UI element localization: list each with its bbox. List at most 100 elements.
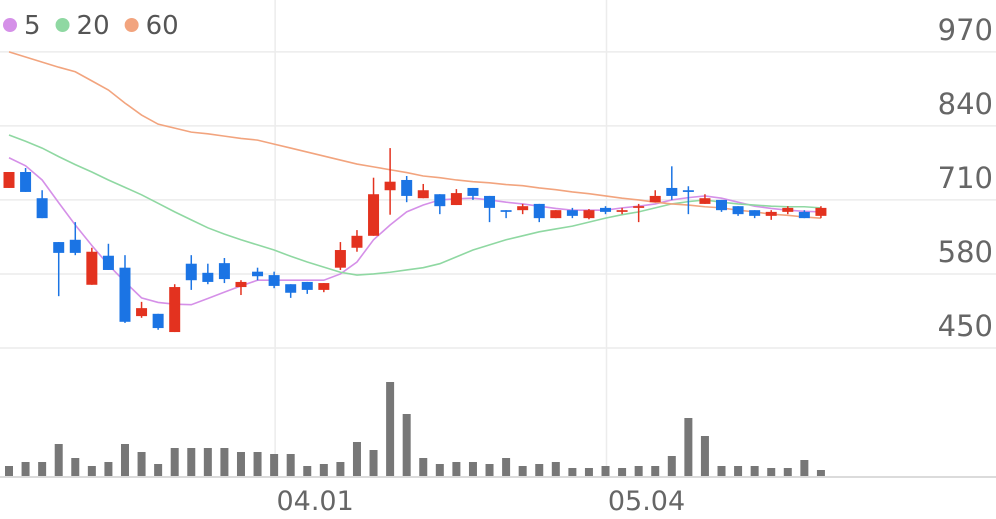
candle-body	[185, 263, 197, 281]
volume-bar	[87, 466, 96, 476]
candle-body	[782, 207, 794, 212]
legend-label: 5	[24, 11, 41, 41]
volume-bar	[369, 450, 378, 476]
volume-bar	[816, 470, 825, 476]
volume-bar	[187, 448, 196, 476]
volume-bar	[651, 466, 660, 476]
volume-bar	[535, 464, 544, 476]
candle-body	[152, 313, 164, 329]
candle-body	[765, 211, 777, 216]
candle-body	[102, 255, 114, 270]
candle-body	[417, 190, 429, 199]
y-tick-label: 840	[938, 87, 993, 121]
volume-bar	[468, 462, 477, 476]
volume-bar	[717, 466, 726, 476]
volume-bar	[435, 464, 444, 476]
volume-bar	[253, 452, 262, 476]
candle-body	[633, 206, 645, 208]
candle-body	[682, 190, 694, 192]
y-tick-label: 450	[938, 309, 993, 343]
volume-bar	[502, 458, 511, 476]
candle-body	[716, 199, 728, 211]
candle-body	[600, 207, 612, 212]
candle-body	[566, 210, 578, 216]
candle-body	[252, 271, 264, 277]
candle-body	[53, 242, 65, 253]
candle-body	[301, 281, 313, 290]
volume-bar	[750, 466, 759, 476]
candle-body	[218, 263, 230, 280]
volume-bar	[21, 462, 30, 476]
legend-marker	[55, 18, 70, 32]
candle-body	[351, 235, 363, 248]
volume-bar	[734, 466, 743, 476]
volume-bar	[700, 436, 709, 476]
volume-bar	[386, 382, 395, 476]
volume-bar	[303, 466, 312, 476]
volume-bar	[336, 462, 345, 476]
x-tick-label: 05.04	[608, 486, 685, 517]
volume-bar	[286, 454, 295, 476]
moving-average-line	[8, 134, 821, 276]
legend-label: 60	[146, 11, 179, 41]
candle-body	[334, 250, 346, 268]
y-tick-label: 710	[938, 161, 993, 195]
volume-bar	[319, 464, 328, 476]
volume-bar	[352, 442, 361, 476]
volume-bar	[684, 418, 693, 476]
candle-body	[434, 194, 446, 207]
candle-body	[119, 267, 131, 322]
candle-body	[732, 206, 744, 215]
candle-body	[86, 251, 98, 285]
candle-body	[699, 198, 711, 204]
volume-bar	[452, 462, 461, 476]
candle-body	[798, 211, 810, 219]
moving-average-line	[8, 51, 821, 219]
candle-body	[20, 172, 32, 192]
candle-body	[517, 206, 529, 211]
candle-body	[467, 187, 479, 196]
candle-body	[666, 187, 678, 196]
candle-body	[583, 210, 595, 219]
candle-body	[649, 195, 661, 203]
volume-bar	[800, 460, 809, 476]
legend-marker	[124, 18, 139, 32]
volume-bar	[54, 444, 63, 476]
volume-bar	[270, 454, 279, 476]
y-tick-label: 580	[938, 235, 993, 269]
volume-bar	[618, 468, 627, 476]
volume-bar	[667, 456, 676, 476]
volume-bar	[518, 466, 527, 476]
volume-bar	[220, 448, 229, 476]
candle-body	[268, 275, 280, 286]
volume-bar	[236, 452, 245, 476]
candle-body	[285, 284, 297, 293]
candle-body	[749, 210, 761, 216]
legend-label: 20	[77, 11, 110, 41]
candle-body	[235, 281, 247, 288]
volume-bar	[5, 466, 13, 476]
candle-body	[202, 272, 214, 282]
candle-body	[384, 181, 396, 191]
x-tick-label: 04.01	[276, 486, 353, 517]
candle-body	[318, 283, 330, 290]
volume-bar	[402, 414, 411, 476]
volume-bar	[601, 466, 610, 476]
candle-body	[815, 207, 827, 216]
volume-bar	[419, 458, 428, 476]
volume-bar	[120, 444, 129, 476]
volume-bar	[71, 458, 80, 476]
candle-body	[36, 198, 48, 219]
volume-bar	[38, 462, 47, 476]
candle-body	[500, 210, 512, 212]
candle-body	[484, 195, 496, 208]
legend-marker	[3, 18, 17, 32]
volume-bar	[584, 468, 593, 476]
candle-body	[136, 308, 148, 317]
volume-bar	[485, 464, 494, 476]
candle-body	[616, 210, 628, 212]
volume-bar	[170, 448, 179, 476]
volume-bar	[203, 448, 212, 476]
